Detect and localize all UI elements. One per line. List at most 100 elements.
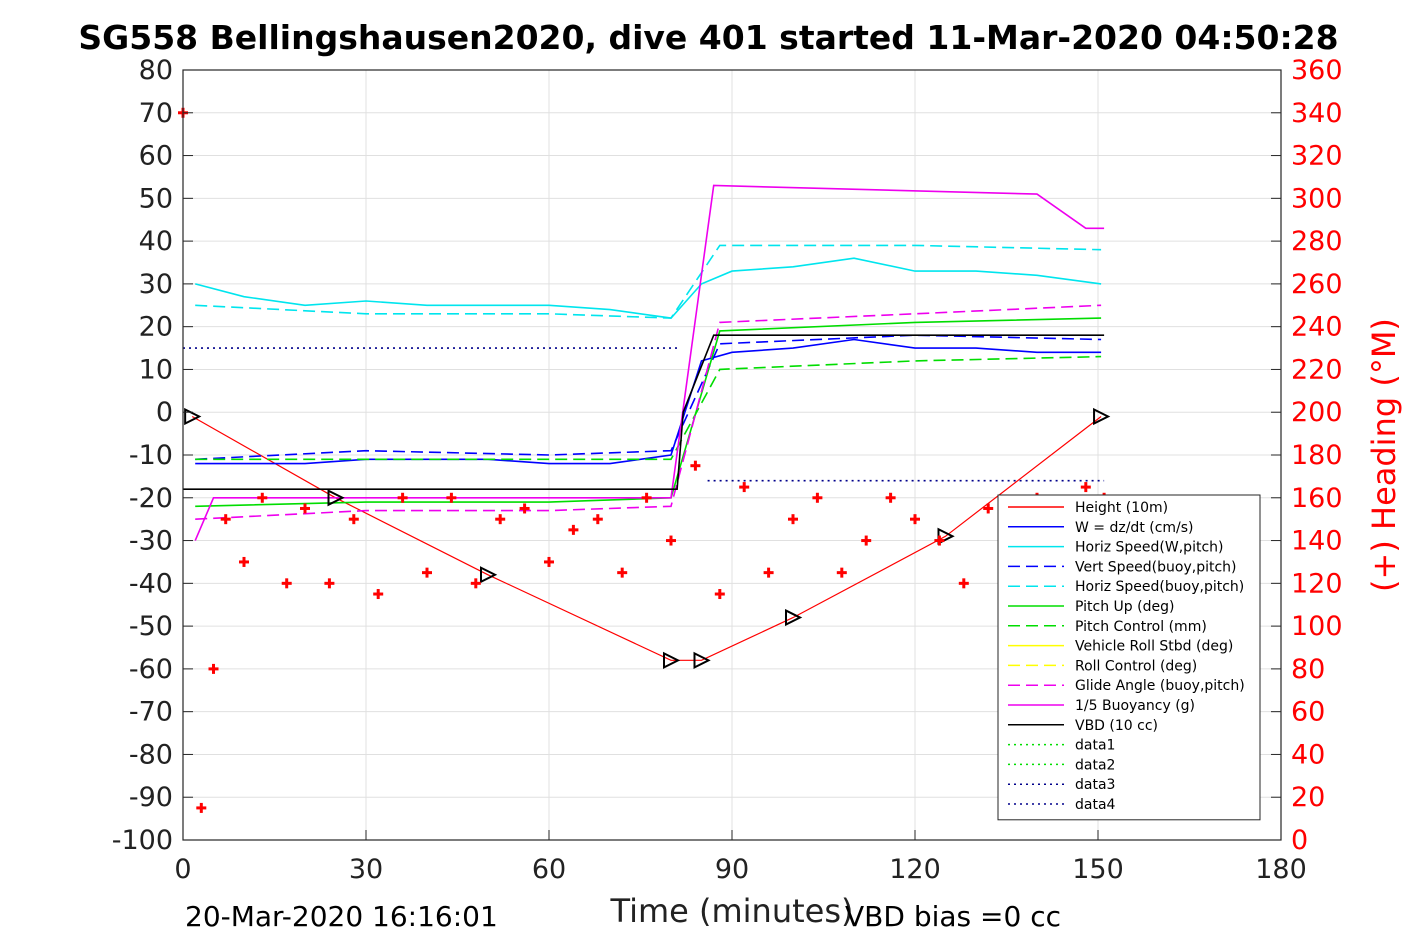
- series-line-vert-speed-buoy-pitch: [195, 334, 1102, 461]
- left-tick-label: 40: [139, 226, 173, 257]
- left-tick-label: -80: [129, 739, 173, 770]
- left-tick-label: 80: [139, 55, 173, 86]
- chart-title: SG558 Bellingshausen2020, dive 401 start…: [78, 18, 1339, 57]
- right-tick-label: 280: [1291, 226, 1343, 257]
- heading-point: [239, 556, 249, 567]
- height-marker: [327, 489, 345, 507]
- left-tick-label: 50: [139, 183, 173, 214]
- x-axis-ticks: 0 30 60 90 120 150 180: [174, 830, 1307, 885]
- legend-label: Vert Speed(buoy,pitch): [1075, 559, 1237, 575]
- legend-label: 1/5 Buoyancy (g): [1075, 698, 1195, 714]
- x-tick-label: 60: [532, 854, 566, 885]
- height-marker: [663, 651, 681, 669]
- heading-point: [568, 524, 579, 535]
- heading-point: [446, 492, 457, 503]
- heading-point: [470, 578, 481, 589]
- right-tick-label: 300: [1291, 183, 1343, 214]
- heading-point: [397, 492, 408, 503]
- heading-point: [739, 482, 750, 493]
- right-tick-label: 180: [1291, 440, 1343, 471]
- left-tick-label: 10: [139, 354, 173, 385]
- left-tick-label: -30: [129, 526, 173, 557]
- legend-label: data4: [1075, 797, 1116, 813]
- heading-point: [958, 578, 969, 589]
- heading-point: [592, 514, 603, 525]
- heading-point: [1080, 482, 1091, 493]
- x-tick-label: 120: [889, 854, 941, 885]
- heading-point: [812, 492, 823, 503]
- heading-point: [836, 567, 847, 578]
- right-tick-label: 0: [1291, 825, 1308, 856]
- right-tick-label: 200: [1291, 397, 1343, 428]
- heading-point: [196, 802, 207, 813]
- right-tick-label: 60: [1291, 697, 1325, 728]
- legend-label: Pitch Control (mm): [1075, 619, 1207, 635]
- legend-box: [997, 494, 1261, 821]
- legend-label: Glide Angle (buoy,pitch): [1075, 678, 1245, 694]
- heading-point: [666, 535, 676, 546]
- height-marker: [693, 651, 711, 669]
- x-tick-label: 180: [1255, 854, 1307, 885]
- right-tick-label: 320: [1291, 141, 1343, 172]
- heading-point: [519, 503, 530, 514]
- legend-label: Roll Control (deg): [1075, 658, 1197, 674]
- series-line-horiz-speed-buoy-pitch: [195, 244, 1102, 319]
- right-tick-label: 240: [1291, 312, 1343, 343]
- legend-label: Pitch Up (deg): [1075, 599, 1174, 615]
- height-marker: [184, 407, 202, 426]
- heading-point: [495, 514, 506, 525]
- height-marker: [785, 608, 803, 627]
- series-line-vbd-10-cc: [183, 334, 1105, 491]
- footer-timestamp: 20-Mar-2020 16:16:01: [185, 900, 498, 933]
- left-tick-label: -90: [129, 782, 173, 813]
- right-tick-label: 40: [1291, 739, 1325, 770]
- series-line-pitch-control-mm: [195, 355, 1102, 461]
- legend-label: Vehicle Roll Stbd (deg): [1075, 639, 1233, 655]
- heading-point: [788, 514, 798, 525]
- heading-point: [300, 503, 310, 514]
- series-line-glide-angle-buoy-pitch: [195, 304, 1102, 520]
- heading-point: [763, 567, 774, 578]
- left-tick-label: -100: [112, 825, 173, 856]
- heading-point: [617, 567, 628, 578]
- right-tick-label: 340: [1291, 98, 1343, 129]
- left-tick-label: 20: [139, 312, 173, 343]
- heading-point: [885, 492, 896, 503]
- heading-point: [983, 503, 994, 514]
- legend-label: Horiz Speed(buoy,pitch): [1075, 579, 1244, 595]
- left-tick-label: 30: [139, 269, 173, 300]
- x-tick-label: 90: [715, 854, 749, 885]
- left-tick-label: 60: [139, 141, 173, 172]
- series-line-w-dz-dt-cm-s: [195, 338, 1102, 465]
- heading-point: [861, 535, 872, 546]
- series-line-1-5-buoyancy-g: [194, 184, 1105, 541]
- legend-label: data1: [1075, 738, 1115, 754]
- right-tick-label: 360: [1291, 55, 1343, 86]
- heading-point: [910, 514, 920, 525]
- legend-label: data2: [1075, 757, 1115, 773]
- legend-label: Height (10m): [1075, 500, 1168, 516]
- left-tick-label: -40: [129, 568, 173, 599]
- right-axis-label: (+) Heading (°M): [1365, 318, 1403, 592]
- right-axis-ticks: 3603403203002802602402202001801601401201…: [1271, 55, 1343, 856]
- heading-point: [348, 514, 359, 525]
- left-tick-label: -20: [129, 483, 173, 514]
- left-tick-label: -70: [129, 697, 173, 728]
- height-marker: [1093, 407, 1111, 426]
- heading-point: [714, 589, 725, 600]
- x-tick-label: 30: [349, 854, 383, 885]
- heading-point: [422, 567, 432, 578]
- legend: Height (10m) W = dz/dt (cm/s) Horiz Speed(…: [997, 494, 1261, 821]
- footer-vbd-bias: VBD bias =0 cc: [845, 900, 1061, 933]
- series-group: [183, 184, 1105, 661]
- heading-point: [208, 663, 219, 674]
- right-tick-label: 140: [1291, 526, 1343, 557]
- right-tick-label: 120: [1291, 568, 1343, 599]
- heading-point: [220, 514, 231, 525]
- right-tick-label: 100: [1291, 611, 1343, 642]
- right-tick-label: 20: [1291, 782, 1325, 813]
- right-tick-label: 260: [1291, 269, 1343, 300]
- right-tick-label: 80: [1291, 654, 1325, 685]
- right-tick-label: 160: [1291, 483, 1343, 514]
